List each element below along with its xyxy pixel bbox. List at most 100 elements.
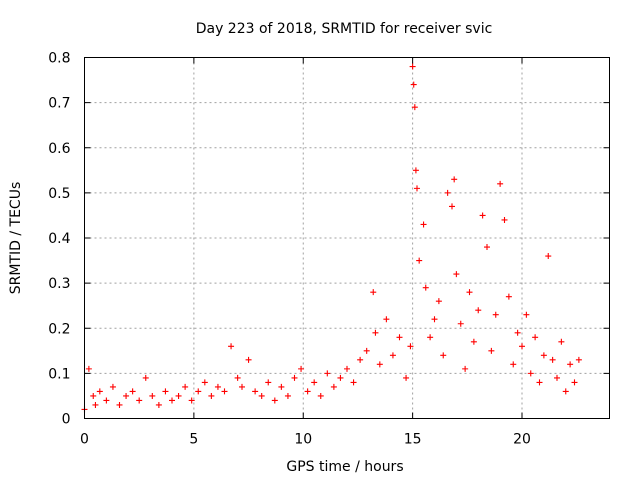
data-point bbox=[324, 370, 331, 377]
data-point bbox=[414, 185, 420, 192]
data-point bbox=[258, 392, 265, 399]
data-point bbox=[85, 365, 92, 372]
data-point bbox=[228, 343, 235, 350]
data-point bbox=[440, 352, 447, 359]
data-point bbox=[527, 370, 534, 377]
data-point bbox=[350, 379, 357, 386]
data-point bbox=[129, 388, 136, 395]
data-point bbox=[510, 361, 517, 368]
data-point bbox=[142, 374, 149, 381]
data-point bbox=[575, 356, 582, 363]
data-point bbox=[136, 397, 143, 404]
data-point bbox=[403, 374, 410, 381]
data-point bbox=[304, 388, 311, 395]
data-point bbox=[389, 352, 396, 359]
y-tick-label: 0.3 bbox=[48, 276, 70, 292]
data-point bbox=[239, 383, 245, 390]
y-tick-label: 0.2 bbox=[48, 321, 70, 337]
data-point bbox=[383, 316, 390, 323]
data-point bbox=[540, 352, 547, 359]
data-point bbox=[252, 388, 259, 395]
y-tick-label: 0.1 bbox=[48, 366, 70, 382]
data-point bbox=[479, 212, 486, 219]
data-point bbox=[410, 81, 417, 88]
y-tick-label: 0 bbox=[62, 412, 71, 428]
y-tick-label: 0.5 bbox=[48, 186, 70, 202]
plot-frame bbox=[84, 57, 610, 419]
x-tick-label: 0 bbox=[80, 432, 89, 448]
data-point bbox=[554, 374, 560, 381]
data-point bbox=[523, 311, 530, 318]
data-point bbox=[497, 180, 504, 187]
data-point bbox=[519, 343, 525, 350]
y-tick-label: 0.6 bbox=[48, 141, 70, 157]
data-point bbox=[90, 392, 97, 399]
data-point bbox=[431, 316, 438, 323]
grid-lines bbox=[84, 57, 610, 419]
data-point bbox=[344, 365, 350, 372]
x-tick-labels: 0 5 10 15 20 bbox=[80, 432, 531, 448]
data-point bbox=[357, 356, 364, 363]
y-tick-label: 0.4 bbox=[48, 231, 70, 247]
data-point bbox=[475, 307, 482, 314]
data-point bbox=[234, 374, 241, 381]
data-point bbox=[208, 392, 215, 399]
data-point bbox=[155, 401, 162, 408]
data-point bbox=[284, 392, 291, 399]
data-point bbox=[571, 379, 578, 386]
data-point bbox=[420, 221, 427, 228]
data-point bbox=[92, 401, 99, 408]
data-point bbox=[558, 338, 565, 345]
y-tick-label: 0.7 bbox=[48, 96, 70, 112]
data-point bbox=[416, 257, 423, 264]
data-point bbox=[396, 334, 403, 341]
data-point bbox=[532, 334, 539, 341]
data-point bbox=[562, 388, 569, 395]
data-point bbox=[462, 365, 469, 372]
data-point bbox=[411, 104, 418, 111]
data-point bbox=[444, 189, 451, 196]
data-point bbox=[162, 388, 169, 395]
data-point bbox=[501, 216, 508, 223]
y-tick-labels: 0 0.1 0.2 0.3 0.4 0.5 0.6 0.7 0.8 bbox=[48, 51, 70, 428]
data-point bbox=[109, 383, 116, 390]
data-point bbox=[182, 383, 189, 390]
data-point bbox=[330, 383, 337, 390]
data-point bbox=[96, 388, 103, 395]
y-axis-label: SRMTID / TECUs bbox=[8, 182, 24, 295]
data-point bbox=[372, 329, 379, 336]
data-point bbox=[169, 397, 175, 404]
data-point bbox=[435, 298, 442, 305]
data-point bbox=[492, 311, 499, 318]
data-point bbox=[175, 392, 182, 399]
data-point bbox=[505, 293, 512, 300]
data-point bbox=[451, 176, 458, 183]
data-point bbox=[298, 365, 305, 372]
y-tick-label: 0.8 bbox=[48, 51, 70, 67]
data-points bbox=[81, 63, 582, 413]
data-point bbox=[149, 392, 156, 399]
data-point bbox=[337, 374, 344, 381]
data-point bbox=[278, 383, 285, 390]
data-point bbox=[103, 397, 110, 404]
data-point bbox=[363, 347, 370, 354]
data-point bbox=[317, 392, 324, 399]
data-point bbox=[488, 347, 495, 354]
data-point bbox=[409, 63, 416, 70]
data-point bbox=[291, 374, 298, 381]
data-point bbox=[457, 320, 464, 327]
data-point bbox=[376, 361, 383, 368]
data-point bbox=[549, 356, 556, 363]
x-axis-label: GPS time / hours bbox=[286, 459, 403, 475]
data-point bbox=[195, 388, 202, 395]
data-point bbox=[422, 284, 429, 291]
data-point bbox=[453, 271, 460, 278]
data-point bbox=[265, 379, 272, 386]
data-point bbox=[214, 383, 221, 390]
data-point bbox=[412, 167, 419, 174]
data-point bbox=[545, 253, 552, 260]
data-point bbox=[407, 343, 414, 350]
data-point bbox=[466, 289, 473, 296]
data-point bbox=[536, 379, 543, 386]
